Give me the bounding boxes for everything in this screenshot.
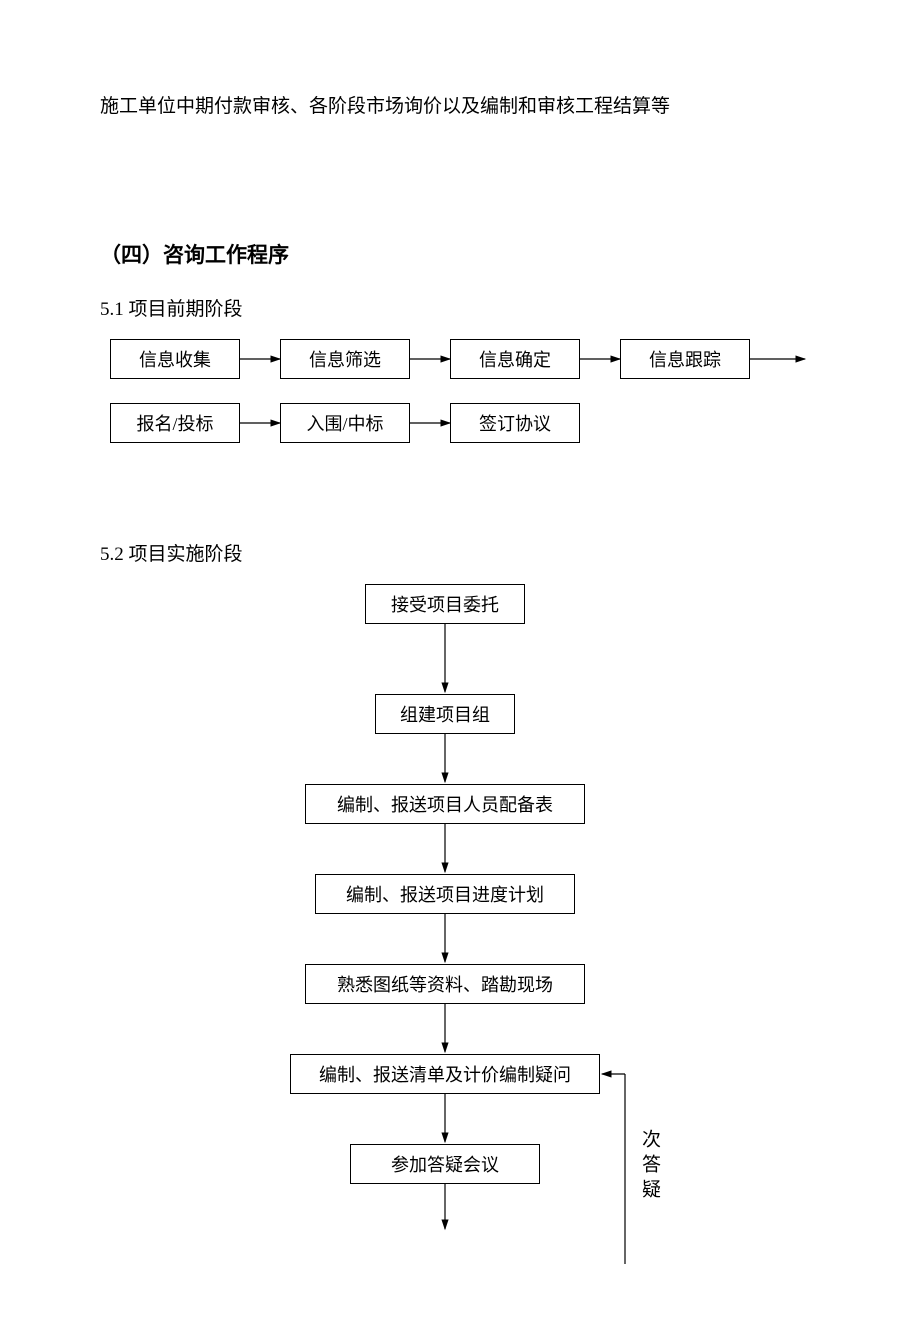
sub51-title: 5.1 项目前期阶段 [100,294,820,321]
hflow-arrow [750,349,817,369]
hflow-arrow [240,413,292,433]
hflow-node: 入围/中标 [280,403,410,443]
vflow-node: 编制、报送项目人员配备表 [305,784,585,824]
hflow-node: 信息筛选 [280,339,410,379]
intro-text: 施工单位中期付款审核、各阶段市场询价以及编制和审核工程结算等 [100,90,820,124]
vflow-node: 编制、报送清单及计价编制疑问 [290,1054,600,1094]
hflow-node: 信息确定 [450,339,580,379]
hflow-arrow [580,349,632,369]
vflow-node: 参加答疑会议 [350,1144,540,1184]
vflow-container: 接受项目委托组建项目组编制、报送项目人员配备表编制、报送项目进度计划熟悉图纸等资… [100,584,820,1264]
vflow-node: 接受项目委托 [365,584,525,624]
vflow-side-label: 次答疑 [640,1129,659,1204]
hflow-node: 信息收集 [110,339,240,379]
sub52-title: 5.2 项目实施阶段 [100,539,820,566]
hflow-arrow [240,349,292,369]
vflow-node: 组建项目组 [375,694,515,734]
hflow-arrow [410,413,462,433]
hflow-arrow [410,349,462,369]
vflow-node: 编制、报送项目进度计划 [315,874,575,914]
hflow-node: 报名/投标 [110,403,240,443]
hflow-node: 签订协议 [450,403,580,443]
hflow-container: 信息收集信息筛选信息确定信息跟踪报名/投标入围/中标签订协议 [100,339,820,459]
section-title: （四）咨询工作程序 [100,239,820,269]
hflow-node: 信息跟踪 [620,339,750,379]
vflow-node: 熟悉图纸等资料、踏勘现场 [305,964,585,1004]
